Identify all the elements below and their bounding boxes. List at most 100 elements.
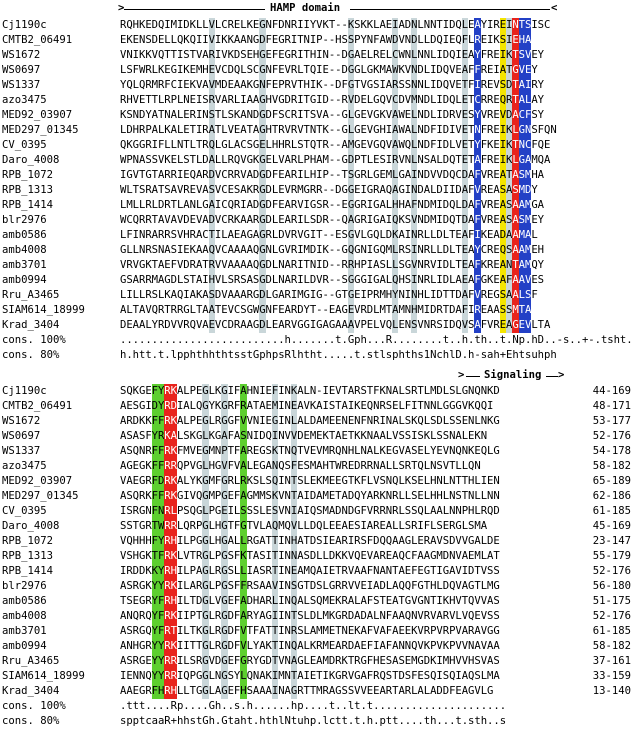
sequence-label: amb0586 [2,229,47,241]
sequence-residues: ASQNRFFRKFMVEGMNPTFAREGSKTNQTVEVMRQNHLNA… [120,444,500,459]
sequence-label: amb4008 [2,610,47,622]
sequence-label: amb3701 [2,259,47,271]
sequence-residues: GLLNRSNASIEKAAQVCAAAAQGNLGVRIMDIK--GQGNI… [120,243,545,258]
sequence-residues: SSTGRTWRRLQRPGLHGTFGTVLAQMQVLLDQLEEAESIA… [120,519,488,534]
sequence-residues: ANHGRYYRKIITTGLRGDFVLYAKTINQALKRMEARDAEF… [120,639,500,654]
sequence-label: MED297_01345 [2,490,79,502]
signaling-right-line [546,376,558,377]
sequence-residues: LMLLRLDRTLANLGAICQRIADGDFEARVIGSR--EGGRI… [120,198,545,213]
sequence-residues: IRDDKKYRHILPAGLRGSLLIASRTINEAMQAIETRVAAF… [120,564,500,579]
alignment-row: SIAM614_18999 ALTAVQRTRRGLTAATEVCSGWGNFEA… [0,303,635,318]
consensus-row: cons. 80% spptcaaR+hhstGh.Gtaht.hthlNtuhp… [0,714,635,729]
alignment-row: MED92_03907 VAEGRFDRKALYKGMFGRLRKSLSQINTS… [0,474,635,489]
residue-range: 62-186 [592,490,631,502]
residue-range: 37-161 [592,655,631,667]
sequence-residues: ASRGEYYRRILSRGVDGEFGRYGDTVNAGLEAMDRKTRGF… [120,654,500,669]
residue-range: 52-176 [592,610,631,622]
consensus-row: cons. 80% h.htt.t.lpphthhthtsstGphpsRlhth… [0,348,635,363]
sequence-residues: LSFWRLKEGIKEMHEVCDQLSCGNFEVRLTQIE--DGGLG… [120,63,538,78]
sequence-label: cons. 80% [2,349,60,361]
sequence-label: cons. 80% [2,715,60,727]
alignment-row: azo3475 RHVETTLRPLNEISRVARLIAAGHVGDRITGID… [0,93,635,108]
sequence-label: blr2976 [2,214,47,226]
hamp-right-arrow-line [350,9,550,10]
sequence-residues: QKGGRIFLLNTLTRQLGLACSGELHHRLSTQTR--AMGEV… [120,138,551,153]
residue-range: 52-176 [592,565,631,577]
sequence-label: Rru_A3465 [2,655,60,667]
alignment-row: Cj1190c SQKGEFYRKALPEGLKGIFAHNIEFINKALN-I… [0,384,635,399]
sequence-residues: TSEGRYFRHILTDGLVGEFADHARLINQALSQMEKRALAF… [120,594,500,609]
sequence-residues: LFINRARRSVHRACTILAEAGAGRLDVRVGIT--ESGVLG… [120,228,538,243]
hamp-right-arrowhead: < [551,2,558,14]
alignment-row: amb0994 GSARRMAGDLSTAIHVLSRSASGDLNARILDVR… [0,273,635,288]
residue-range: 54-178 [592,445,631,457]
alignment-row: CV_0395 QKGGRIFLLNTLTRQLGLACSGELHHRLSTQTR… [0,138,635,153]
residue-range: 23-147 [592,535,631,547]
signaling-left-line [466,376,480,377]
alignment-row: amb4008 ANQRQYFRKIIPTGLRGDFARYAGIINTSLDLM… [0,609,635,624]
alignment-row: Rru_A3465 LILLRSLKAQIAKASDVAAARGDLGARIMGI… [0,288,635,303]
sequence-label: RPB_1072 [2,169,54,181]
sequence-label: blr2976 [2,580,47,592]
sequence-residues: ARDKKFFRKALPEGLRGGFVVNIEGINLALDAMEENENFN… [120,414,500,429]
signaling-right-arrowhead: > [558,369,565,381]
sequence-label: Daro_4008 [2,520,60,532]
sequence-label: azo3475 [2,460,47,472]
sequence-residues: LDHRPALKALETIRATLVEATAGHTRVRVTNTK--GLGEV… [120,123,557,138]
consensus-row: cons. 100% ..........................h...… [0,333,635,348]
sequence-residues: ..........................h.......t.Gph.… [120,334,633,346]
sequence-residues: WPNASSVKELSTLDALLRQVGKGELVARLPHAM--GDPTL… [120,153,551,168]
sequence-residues: LILLRSLKAQIAKASDVAAARGDLGARIMGIG--GTGEIP… [120,288,538,303]
sequence-residues: WLTSRATSAVREVASVCESAKRGDLEVRMGRR--DGGEIG… [120,183,538,198]
alignment-row: RPB_1414 LMLLRLDRTLANLGAICQRIADGDFEARVIGS… [0,198,635,213]
sequence-label: CV_0395 [2,505,47,517]
sequence-label: Krad_3404 [2,685,60,697]
hamp-left-arrowhead: > [118,2,125,14]
alignment-row: RPB_1313 WLTSRATSAVREVASVCESAKRGDLEVRMGRR… [0,183,635,198]
consensus-row: cons. 100% .ttt....Rp....Gh..s.h......hp.… [0,699,635,714]
residue-range: 52-176 [592,430,631,442]
sequence-label: RPB_1414 [2,199,54,211]
alignment-row: amb0586 LFINRARRSVHRACTILAEAGAGRLDVRVGIT-… [0,228,635,243]
alignment-row: MED297_01345 ASQRKFFRKGIVQGMPGEFAGMMSKVNT… [0,489,635,504]
sequence-residues: WCQRRTAVAVDEVADVCRKAARGDLEARILSDR--QAGRI… [120,213,545,228]
sequence-residues: VRVGKTAEFVDRATRVVAAAAQGDLNARITNID--RRHPI… [120,258,545,273]
alignment-row: WS0697 LSFWRLKEGIKEMHEVCDQLSCGNFEVRLTQIE-… [0,63,635,78]
alignment-row: amb3701 VRVGKTAEFVDRATRVVAAAAQGDLNARITNID… [0,258,635,273]
alignment-row: blr2976 ASRGKYYRKILARGLPGSFFRSAAVINSGTDSL… [0,579,635,594]
sequence-label: WS1337 [2,445,41,457]
sequence-label: amb3701 [2,625,47,637]
alignment-row: Krad_3404 DEAALYRDVVRQVAEVCDRAAGDLEARVGGI… [0,318,635,333]
sequence-residues: AGEGKFFRRQPVGLHGVFVALEGANQSFESMAHTWREDRR… [120,459,481,474]
hamp-left-arrow-line [124,9,265,10]
residue-range: 58-182 [592,460,631,472]
sequence-label: RPB_1313 [2,550,54,562]
sequence-label: CMTB2_06491 [2,400,73,412]
sequence-label: azo3475 [2,94,47,106]
alignment-row: CV_0395 ISRGNFNRLPSQGLPGEILSSSLESVNIAIQSM… [0,504,635,519]
sequence-label: amb0994 [2,274,47,286]
sequence-label: RPB_1072 [2,535,54,547]
alignment-row: WS0697 ASASFYRKALSKGLKGAFASNIDQINVVDEMEKT… [0,429,635,444]
sequence-residues: .ttt....Rp....Gh..s.h......hp....t..lt.t… [120,700,507,712]
sequence-label: SIAM614_18999 [2,670,85,682]
sequence-label: MED92_03907 [2,109,73,121]
sequence-label: Rru_A3465 [2,289,60,301]
sequence-residues: VSHGKTFRKLVTRGLPGSFKTASITINNASDLLDKKVQEV… [120,549,500,564]
sequence-residues: IGVTGTARRIEQARDVCRRVADGDFEARILHIP--TSGRL… [120,168,545,183]
alignment-row: MED92_03907 KSNDYATNALERINSTLSKANDGDFSCRI… [0,108,635,123]
residue-range: 55-179 [592,550,631,562]
alignment-row: Rru_A3465 ASRGEYYRRILSRGVDGEFGRYGDTVNAGLE… [0,654,635,669]
sequence-residues: KSNDYATNALERINSTLSKANDGDFSCRITSVA--GLGEV… [120,108,545,123]
sequence-label: WS1672 [2,415,41,427]
alignment-row: RPB_1072 VQHHHFYRHILPGGLHGALLRGATTINHATDS… [0,534,635,549]
sequence-residues: VQHHHFYRHILPGGLHGALLRGATTINHATDSIEARIRSF… [120,534,500,549]
sequence-label: WS0697 [2,430,41,442]
signaling-title: Signaling [484,369,542,381]
sequence-residues: GSARRMAGDLSTAIHVLSRSASGDLNARILDVR--SGGGI… [120,273,545,288]
sequence-residues: IENNQYYRRIQPGGLNGSYLQNAKIMNTAIETIKGRVGAF… [120,669,500,684]
alignment-block-signaling: Cj1190c SQKGEFYRKALPEGLKGIFAHNIEFINKALN-I… [0,384,635,729]
alignment-row: Daro_4008 WPNASSVKELSTLDALLRQVGKGELVARLPH… [0,153,635,168]
alignment-row: RPB_1072 IGVTGTARRIEQARDVCRRVADGDFEARILHI… [0,168,635,183]
residue-range: 44-169 [592,385,631,397]
